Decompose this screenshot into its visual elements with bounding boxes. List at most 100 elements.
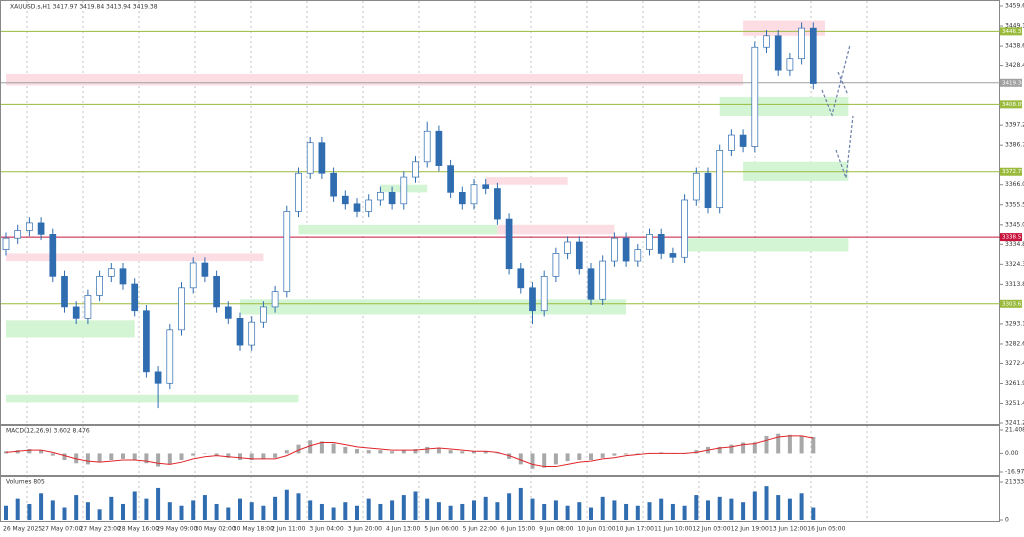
candle-body	[61, 276, 68, 308]
candle-body	[412, 161, 419, 178]
candle-body	[529, 287, 536, 312]
volume-bar	[530, 498, 535, 520]
x-tick-label: 13 Jun 12:00	[769, 526, 807, 533]
candle-body	[341, 195, 349, 205]
candle-body	[505, 218, 513, 270]
candle-body	[143, 310, 150, 373]
volume-bar	[109, 496, 114, 520]
macd-bar	[167, 453, 172, 465]
macd-bar	[109, 453, 114, 460]
macd-bar	[261, 453, 266, 459]
volume-bar	[50, 500, 55, 520]
y-tick-label: 3366.00	[1005, 181, 1024, 188]
y-tick-label: 3386.70	[1005, 142, 1024, 149]
macd-bar	[717, 446, 722, 454]
candle-body	[377, 192, 384, 201]
candle-body	[681, 199, 688, 258]
x-tick-label: 11 Jun 10:00	[654, 526, 692, 533]
level-tag	[1000, 78, 1022, 87]
y-tick-label: 3334.80	[1005, 241, 1024, 248]
volume-bar	[729, 498, 734, 520]
candle-body	[72, 306, 80, 319]
macd-bar	[132, 453, 137, 460]
macd-bar	[460, 451, 465, 454]
level-tag	[1000, 299, 1022, 308]
volume-bar	[62, 507, 67, 520]
candle-body	[37, 222, 45, 235]
volume-bar	[553, 500, 558, 520]
volume-bar	[436, 502, 441, 520]
y-tick-label: 3459.60	[1005, 3, 1024, 10]
macd-bar	[495, 453, 500, 454]
y-tick-label: 3355.50	[1005, 201, 1024, 208]
candle-body	[634, 249, 642, 262]
volume-bar	[542, 503, 547, 520]
x-tick-label: 29 May 09:00	[156, 526, 197, 533]
candle-body	[774, 35, 782, 71]
volume-label: Volumes 805	[6, 479, 45, 486]
macd-bar	[238, 453, 242, 460]
x-tick-label: 3 Jun 20:00	[348, 526, 382, 533]
y-tick-label: 3345.00	[1005, 221, 1024, 228]
macd-signal	[5, 435, 814, 468]
macd-bar	[39, 450, 44, 454]
x-tick-label: 27 May 23:00	[80, 526, 121, 533]
candle-body	[306, 142, 314, 174]
volume-bar	[752, 491, 757, 520]
candle-body	[728, 134, 735, 151]
candle-body	[271, 291, 279, 308]
x-tick-label: 4 Jun 13:00	[386, 526, 420, 533]
y-tick-label: 3251.40	[1005, 400, 1024, 407]
volume-bar	[460, 503, 465, 520]
volume-bar	[390, 500, 395, 520]
x-tick-label: 12 Jun 19:00	[731, 526, 769, 533]
candle-body	[107, 268, 115, 277]
level-label: 3338.57	[1002, 235, 1024, 241]
volume-bar	[308, 500, 313, 520]
volume-bar	[483, 496, 488, 520]
x-tick-label: 3 Jun 04:00	[309, 526, 343, 533]
volume-bar	[27, 503, 32, 520]
volume-bar	[612, 500, 617, 520]
candle-body	[96, 276, 103, 296]
y-tick-label: 3438.60	[1005, 43, 1024, 50]
macd-bar	[589, 453, 593, 460]
volume-bar	[706, 500, 710, 520]
volume-bar	[589, 507, 593, 520]
x-tick-label: 26 May 2025	[3, 526, 42, 533]
volume-bar	[355, 505, 359, 520]
x-tick-label: 6 Jun 15:00	[501, 526, 535, 533]
volume-bar	[659, 498, 664, 520]
volume-bar	[670, 503, 675, 520]
macd-bar	[741, 442, 746, 454]
volume-bar	[144, 498, 149, 520]
level-label: 3408.09	[1002, 102, 1024, 108]
candle-body	[739, 134, 747, 147]
macd-bar	[366, 450, 371, 454]
macd-bar	[553, 453, 558, 465]
macd-bar	[97, 453, 102, 463]
candle-body	[353, 203, 361, 212]
macd-bar	[612, 453, 617, 456]
zone	[6, 394, 299, 403]
y-tick-label: 3241.20	[1005, 420, 1024, 427]
volume-bar	[167, 502, 172, 520]
level-label: 3419.38	[1002, 80, 1024, 86]
volume-bar	[764, 486, 769, 520]
zone	[240, 299, 627, 315]
volume-bar	[249, 502, 254, 520]
macd-bar	[729, 444, 734, 454]
candle-body	[154, 371, 162, 384]
candle-body	[599, 260, 607, 300]
macd-bar	[226, 453, 231, 458]
macd-bar	[85, 453, 90, 465]
candle-body	[213, 276, 220, 308]
y-tick-label: 3397.20	[1005, 122, 1024, 129]
macd-bar	[787, 434, 792, 454]
candle-body	[26, 222, 33, 231]
volume-bar	[495, 502, 500, 520]
volume-bar	[156, 487, 161, 520]
volume-tick-label: 21333	[1005, 479, 1024, 486]
x-tick-label: 5 Jun 22:00	[463, 526, 497, 533]
